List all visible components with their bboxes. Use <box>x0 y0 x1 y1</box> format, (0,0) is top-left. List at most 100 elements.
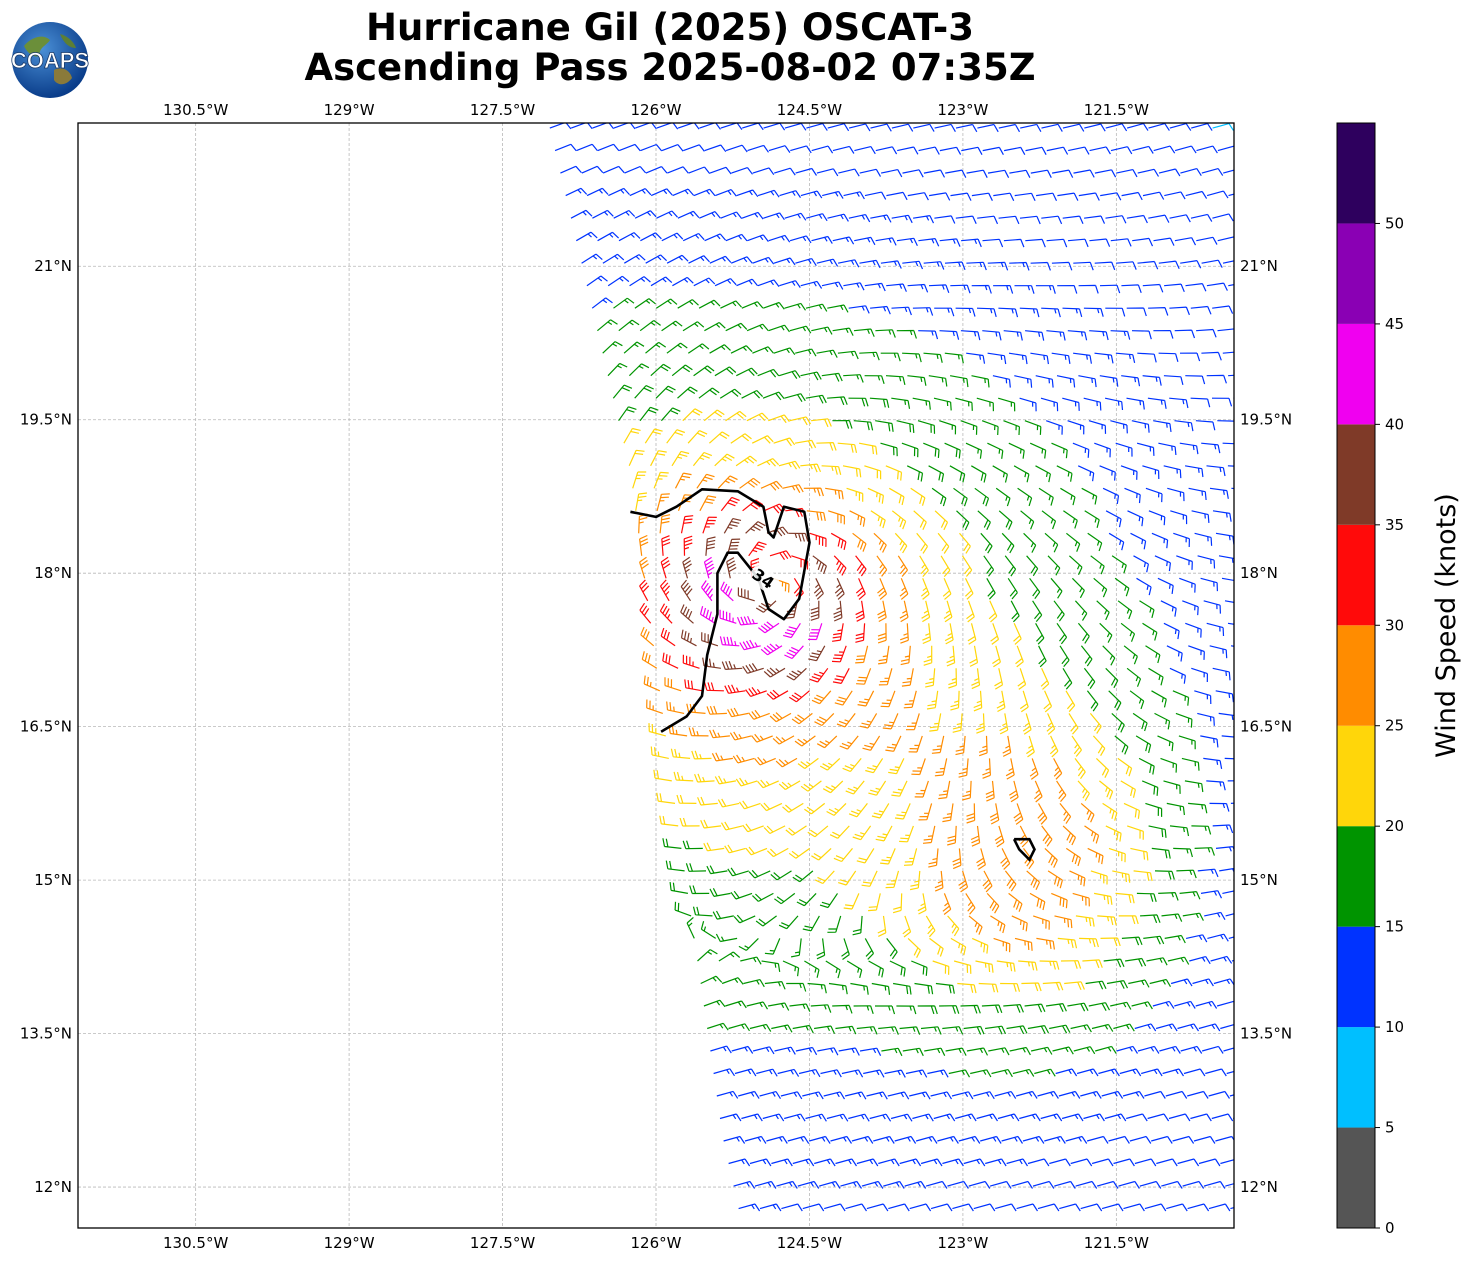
lat-tick-label-right: 19.5°N <box>1240 411 1292 429</box>
wind-barb <box>1051 892 1068 909</box>
wind-barb <box>709 344 731 354</box>
wind-barb <box>688 255 710 264</box>
wind-barb <box>911 758 926 776</box>
wind-barb <box>920 1026 942 1035</box>
wind-barb <box>1002 735 1012 757</box>
wind-barb <box>1044 1135 1066 1144</box>
wind-barb <box>969 645 979 667</box>
wind-barb <box>1067 1002 1089 1012</box>
wind-barb <box>859 259 881 269</box>
wind-barb <box>1036 192 1058 202</box>
wind-barb <box>839 735 859 750</box>
wind-barb <box>1019 215 1041 225</box>
wind-barb <box>602 341 623 354</box>
wind-barb <box>782 960 800 977</box>
wind-barb <box>1053 758 1063 780</box>
wind-barb <box>1051 352 1071 364</box>
wind-barb <box>1066 532 1081 552</box>
wind-barb <box>1177 1158 1200 1167</box>
wind-barb <box>1179 442 1199 455</box>
wind-barb <box>942 1026 964 1035</box>
wind-barb <box>717 475 738 489</box>
wind-barb <box>990 1180 1012 1189</box>
wind-barb <box>752 256 775 265</box>
wind-barb <box>1087 847 1104 865</box>
wind-barb <box>888 487 905 506</box>
wind-barb <box>833 555 847 576</box>
wind-barb <box>1120 780 1136 798</box>
wind-barb <box>720 123 743 130</box>
wind-barb <box>1001 1135 1024 1144</box>
wind-barb <box>1207 933 1229 942</box>
wind-barb <box>811 326 833 335</box>
lon-tick-label-top: 121.5°W <box>1084 101 1149 119</box>
wind-barb <box>888 1203 910 1212</box>
wind-barb <box>730 345 753 354</box>
wind-barb <box>643 675 661 692</box>
wind-barb <box>704 144 727 153</box>
wind-barb <box>638 513 648 534</box>
wind-barb <box>1132 145 1154 154</box>
wind-barb <box>640 626 655 647</box>
wind-barb <box>858 442 878 455</box>
wind-barb <box>1062 825 1077 846</box>
wind-barb <box>1188 645 1205 660</box>
wind-barb <box>986 578 996 600</box>
wind-barb <box>1153 330 1174 339</box>
wind-barb <box>1215 690 1234 703</box>
wind-barb <box>1180 1045 1203 1054</box>
wind-barb <box>982 758 991 779</box>
wind-barb <box>952 713 963 733</box>
wind-barb <box>628 363 650 377</box>
wind-barb <box>778 915 799 930</box>
wind-barb <box>659 514 671 534</box>
wind-barb <box>909 870 921 891</box>
wind-barb <box>806 123 828 131</box>
colorbar-tick-label: 25 <box>1385 717 1404 735</box>
wind-barb <box>820 1069 842 1078</box>
wind-barb <box>778 780 801 791</box>
wind-barb <box>950 284 971 294</box>
wind-barb <box>1141 1068 1163 1077</box>
wind-barb <box>907 375 927 386</box>
wind-barb <box>931 487 947 507</box>
wind-barb <box>855 578 866 600</box>
wind-barb <box>824 1203 846 1212</box>
wind-barb <box>845 1203 868 1212</box>
wind-barb <box>677 210 700 219</box>
wind-barb <box>795 348 817 357</box>
wind-barb <box>1057 192 1079 201</box>
wind-barb <box>1209 802 1230 812</box>
wind-barb <box>948 668 957 689</box>
wind-barb <box>623 341 645 354</box>
wind-barb <box>1120 622 1136 642</box>
wind-barb <box>682 654 700 669</box>
wind-barb <box>810 1004 832 1013</box>
wind-barb <box>756 1068 778 1077</box>
wind-barb <box>807 825 829 838</box>
wind-barb <box>987 261 1009 271</box>
wind-barb <box>913 123 935 132</box>
wind-barb <box>700 975 723 985</box>
wind-barb <box>852 532 867 552</box>
wind-barb <box>716 1090 739 1099</box>
wind-barb <box>1196 236 1218 245</box>
wind-barb <box>661 535 671 556</box>
wind-barb <box>804 802 826 815</box>
wind-barb <box>1197 555 1216 569</box>
wind-barb <box>703 409 725 422</box>
wind-barb <box>1057 285 1078 294</box>
wind-barb <box>1041 510 1057 530</box>
wind-barb <box>738 1203 761 1212</box>
wind-barb <box>807 982 827 994</box>
wind-barb <box>796 892 817 907</box>
wind-barb <box>966 803 976 824</box>
wind-barb <box>668 725 688 737</box>
wind-barb <box>854 146 876 155</box>
wind-barb <box>769 712 792 723</box>
lon-tick-label-top: 124.5°W <box>777 101 842 119</box>
wind-barb <box>1158 260 1180 269</box>
wind-barb <box>1041 825 1053 847</box>
wind-barb <box>723 518 742 534</box>
wind-barb <box>714 366 737 377</box>
